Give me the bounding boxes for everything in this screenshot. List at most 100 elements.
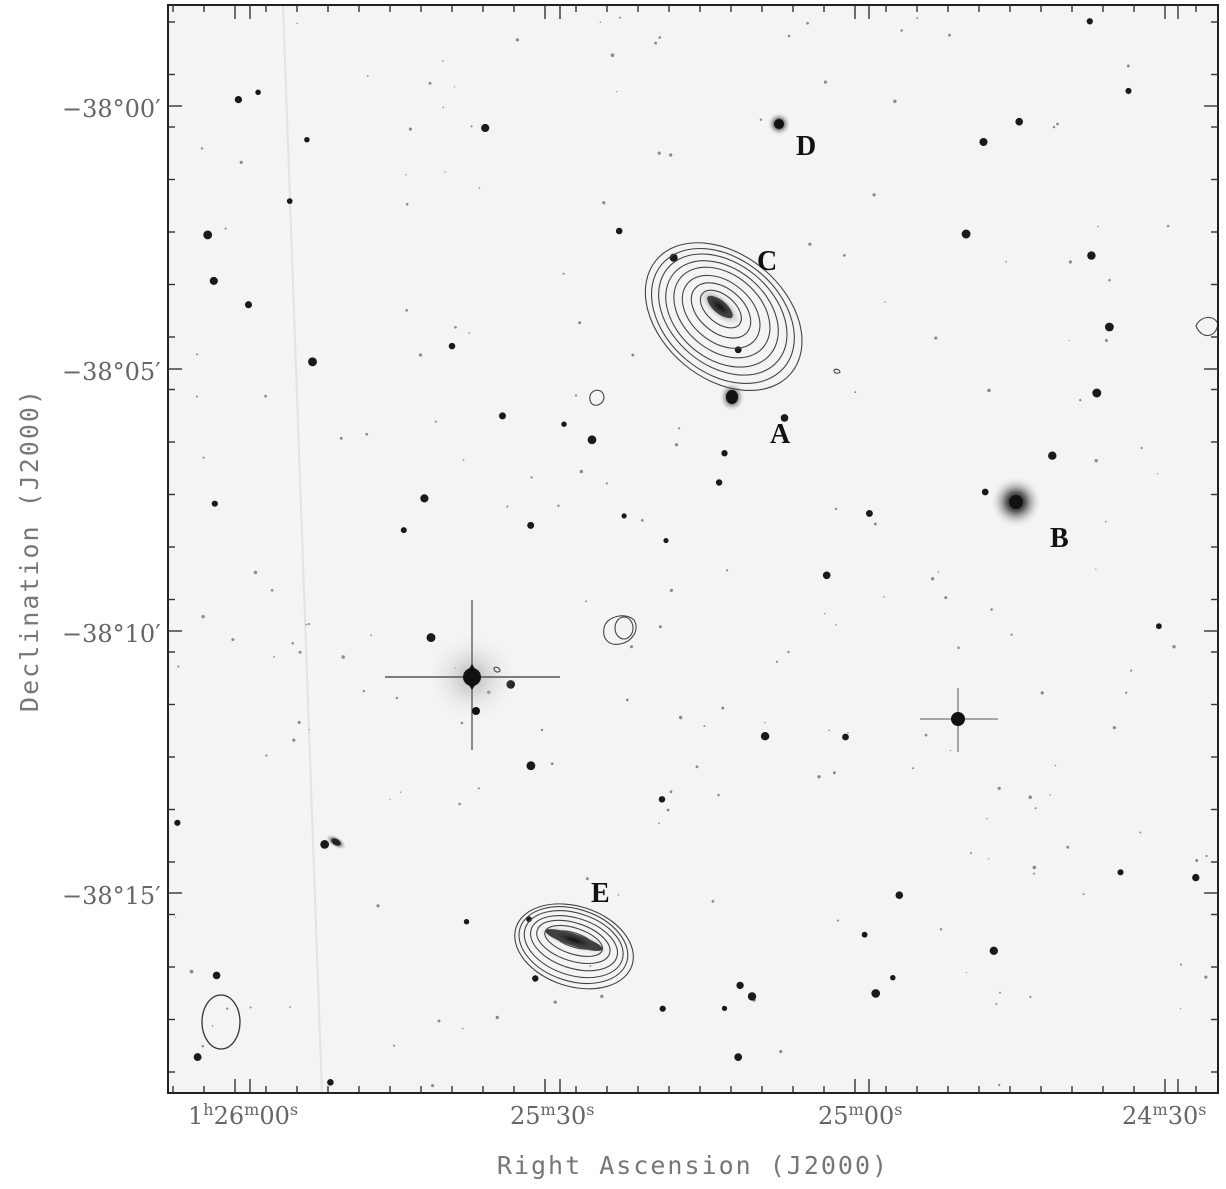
star <box>226 1007 229 1010</box>
star <box>444 171 446 173</box>
star <box>828 729 831 732</box>
star <box>621 513 627 519</box>
star <box>1204 975 1208 979</box>
star <box>695 765 699 769</box>
star <box>717 793 720 797</box>
star <box>308 357 317 367</box>
star <box>657 151 661 155</box>
star <box>291 642 294 645</box>
star <box>304 136 310 143</box>
star <box>540 728 544 732</box>
star <box>1040 691 1044 695</box>
star <box>986 817 988 820</box>
star <box>1082 893 1085 896</box>
star <box>747 992 757 1001</box>
star <box>296 22 298 25</box>
star <box>196 353 199 356</box>
x-axis-title: Right Ascension (J2000) <box>497 1151 889 1180</box>
plot-frame <box>167 4 1219 1094</box>
star <box>405 174 407 176</box>
star <box>1140 446 1143 450</box>
star <box>1130 669 1133 672</box>
star <box>734 1053 743 1061</box>
star <box>399 791 402 793</box>
star <box>249 1006 252 1009</box>
star <box>442 60 444 62</box>
star <box>393 1044 396 1047</box>
star <box>308 622 311 626</box>
star <box>715 479 723 486</box>
star <box>481 123 490 133</box>
star <box>1005 260 1008 263</box>
star <box>478 187 481 189</box>
galaxy-d <box>767 112 791 136</box>
star <box>1125 87 1132 94</box>
star <box>1094 459 1098 463</box>
star <box>470 125 473 128</box>
star <box>934 336 938 340</box>
star <box>615 227 623 235</box>
star <box>1125 691 1128 694</box>
star <box>1048 451 1057 460</box>
star <box>659 1005 666 1012</box>
star <box>736 981 744 990</box>
star <box>912 767 915 770</box>
star <box>495 1015 500 1020</box>
y-tick-label: −38°00′ <box>62 95 161 123</box>
star <box>759 118 763 121</box>
star <box>640 519 644 522</box>
star <box>658 36 662 39</box>
star <box>615 90 618 93</box>
star <box>239 160 243 164</box>
star <box>1086 18 1093 25</box>
star <box>1195 858 1199 863</box>
star <box>987 388 991 393</box>
star <box>1056 122 1059 126</box>
star <box>305 623 308 626</box>
star <box>1028 795 1032 800</box>
x-tick-label: 25m30s <box>510 1100 594 1130</box>
star <box>1068 260 1072 264</box>
star <box>255 89 261 96</box>
star <box>1068 339 1071 342</box>
axis-ticks <box>168 5 1218 1093</box>
star <box>957 646 960 650</box>
star <box>658 625 662 629</box>
star <box>526 761 536 771</box>
star <box>669 790 673 794</box>
star <box>253 570 258 575</box>
y-tick-label: −38°15′ <box>62 882 161 910</box>
star <box>843 254 846 257</box>
star <box>666 808 670 812</box>
star <box>460 721 464 725</box>
star <box>395 696 399 700</box>
isolated-contours <box>493 316 1218 673</box>
star <box>930 577 935 581</box>
star <box>1034 807 1037 810</box>
star <box>937 571 940 573</box>
star <box>579 469 583 474</box>
star <box>678 715 683 720</box>
star <box>1052 125 1056 129</box>
star <box>605 482 608 485</box>
galaxy-c-contours <box>644 242 803 392</box>
star <box>654 41 658 45</box>
star <box>430 1084 435 1088</box>
star <box>836 919 839 922</box>
star <box>1156 473 1159 475</box>
star <box>462 459 465 461</box>
star <box>320 839 330 849</box>
star <box>949 749 952 752</box>
star <box>366 75 369 77</box>
star <box>174 819 181 826</box>
source-label-a: A <box>770 419 791 450</box>
star <box>1010 633 1013 636</box>
star <box>1166 224 1170 228</box>
star <box>625 698 629 702</box>
star <box>1179 1007 1182 1010</box>
source-label-e: E <box>591 878 610 909</box>
star <box>854 391 857 394</box>
star <box>1104 520 1107 523</box>
star <box>587 435 597 445</box>
star <box>175 916 177 918</box>
